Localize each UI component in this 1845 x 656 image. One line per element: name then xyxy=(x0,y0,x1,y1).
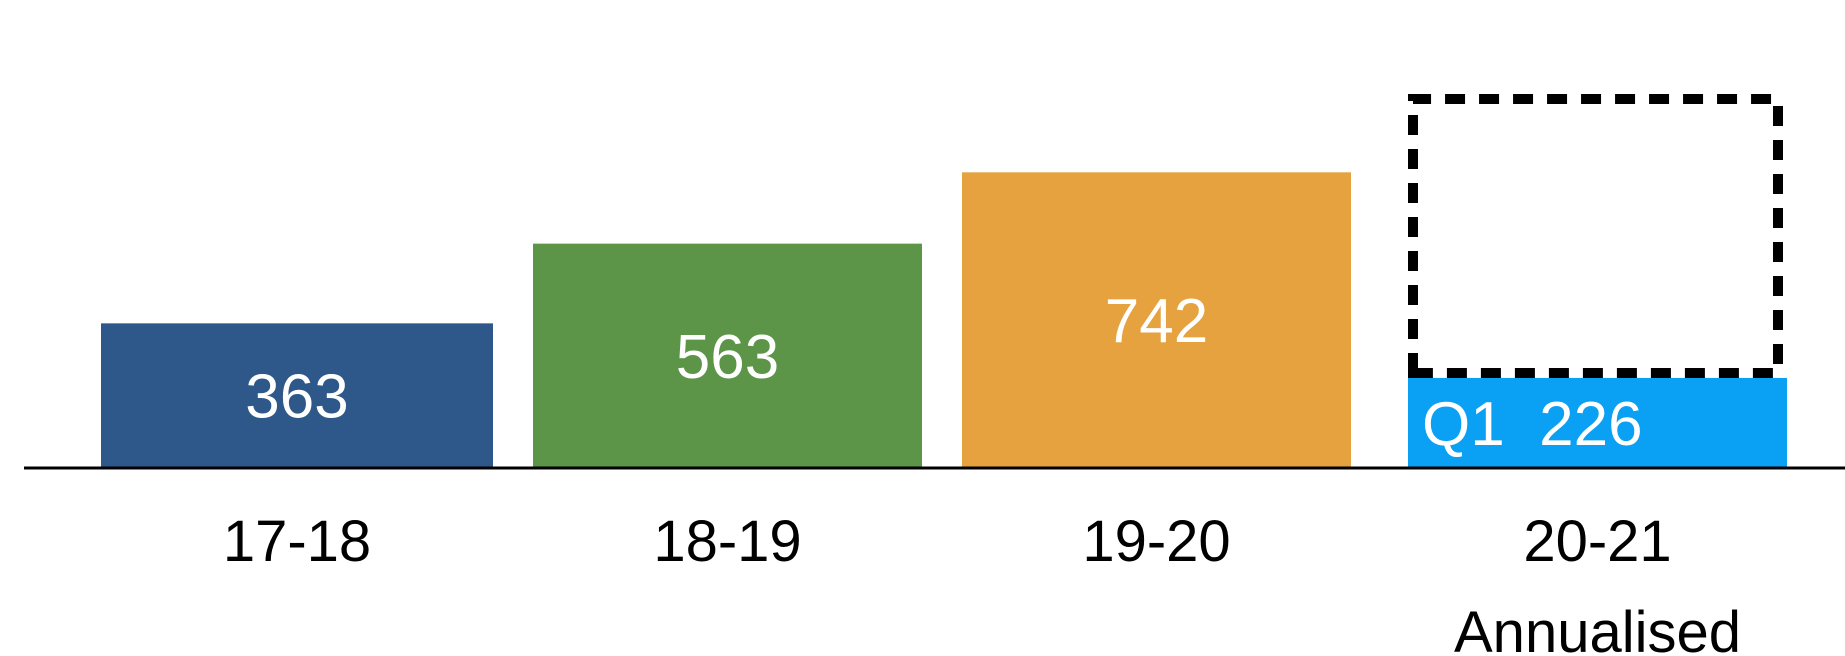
bar-19-20 xyxy=(962,172,1351,469)
bar-18-19 xyxy=(533,243,922,468)
bar-value-label-17-18: 363 xyxy=(245,363,348,432)
category-label-19-20: 19-20 xyxy=(1082,509,1230,574)
bar-value-label-20-21: Q1 226 xyxy=(1422,390,1643,459)
bars-group xyxy=(101,172,1787,469)
bar-17-18 xyxy=(101,323,493,468)
annualised-projection-outline xyxy=(1408,93,1783,378)
bar-value-labels: 363 563 742 Q1 226 xyxy=(245,287,1642,459)
projection-outline-group xyxy=(1408,93,1783,378)
category-label-17-18: 17-18 xyxy=(223,509,371,574)
category-labels: 17-18 18-19 19-20 20-21 Annualised xyxy=(223,509,1741,656)
category-label-18-19: 18-19 xyxy=(653,509,801,574)
bar-value-label-18-19: 563 xyxy=(676,323,779,392)
category-label-20-21: 20-21 xyxy=(1523,509,1671,574)
category-sublabel-20-21: Annualised xyxy=(1454,600,1741,656)
bar-20-21 xyxy=(1408,377,1787,468)
bar-value-label-19-20: 742 xyxy=(1105,287,1208,356)
